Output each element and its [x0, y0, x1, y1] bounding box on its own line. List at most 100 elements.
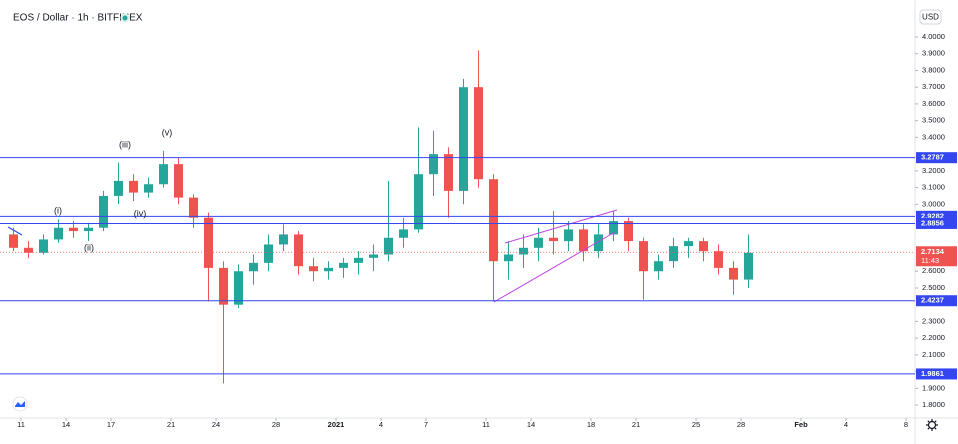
y-tick-label: 3.1000 — [922, 183, 945, 192]
level-label-box — [916, 152, 957, 164]
last-price-box — [916, 246, 957, 267]
x-tick-label: 24 — [212, 420, 220, 429]
candle-body — [729, 267, 738, 280]
candle-body — [84, 227, 93, 232]
y-tick-label: 3.0000 — [922, 199, 945, 208]
candle-body — [369, 254, 378, 258]
x-tick-label: 18 — [587, 420, 595, 429]
currency-box[interactable] — [919, 9, 942, 25]
candle-body — [324, 267, 333, 272]
x-tick-label: Feb — [794, 420, 808, 429]
candle-body — [99, 195, 108, 228]
x-tick-label: 17 — [107, 420, 115, 429]
status-dot — [122, 15, 128, 21]
candle-body — [219, 267, 228, 305]
candle-body — [714, 251, 723, 268]
candle-body — [309, 266, 318, 272]
y-tick-label: 1.8000 — [922, 400, 945, 409]
candle-body — [474, 87, 483, 180]
candle-body — [519, 247, 528, 255]
candle-body — [414, 174, 423, 230]
candle-body — [69, 227, 78, 232]
candle-body — [114, 180, 123, 196]
countdown-label: 11:43 — [921, 256, 939, 265]
candle-body — [594, 234, 603, 252]
candle-body — [234, 271, 243, 305]
x-tick-label: 4 — [379, 420, 383, 429]
candle-body — [9, 234, 18, 248]
logo — [12, 396, 28, 412]
candle-body — [174, 164, 183, 198]
candle-body — [639, 241, 648, 272]
candle-body — [684, 241, 693, 247]
x-tick-label: 7 — [424, 420, 428, 429]
y-tick-label: 2.2000 — [922, 333, 945, 342]
y-tick-label: 2.6000 — [922, 266, 945, 275]
candle-body — [54, 227, 63, 240]
chart-title: EOS / Dollar · 1h · BITFINEX — [13, 13, 143, 24]
wave-label: (iii) — [119, 139, 131, 149]
wave-label: (i) — [54, 205, 62, 215]
x-tick-label: 28 — [272, 420, 280, 429]
candle-body — [669, 246, 678, 262]
x-tick-label: 28 — [737, 420, 745, 429]
wedge-line — [493, 231, 616, 303]
trend-line — [7, 226, 23, 236]
level-label: 1.9861 — [921, 369, 944, 378]
level-label: 3.2787 — [921, 153, 944, 162]
candle-body — [744, 252, 753, 280]
x-tick-label: 8 — [904, 420, 908, 429]
y-tick-label: 4.0000 — [922, 32, 945, 41]
currency-label[interactable]: USD — [922, 13, 939, 22]
last-price-label: 2.7134 — [921, 247, 945, 256]
y-tick-label: 3.7000 — [922, 82, 945, 91]
wave-label: (v) — [162, 127, 173, 137]
candle-body — [354, 257, 363, 263]
y-tick-label: 1.9000 — [922, 383, 945, 392]
candle-body — [654, 261, 663, 272]
x-tick-label: 21 — [167, 420, 175, 429]
candle-body — [534, 237, 543, 248]
candle-body — [489, 179, 498, 262]
candle-body — [339, 262, 348, 268]
candle-body — [384, 237, 393, 255]
x-tick-label: 25 — [692, 420, 700, 429]
x-tick-label: 21 — [632, 420, 640, 429]
candle-body — [429, 154, 438, 175]
x-tick-label: 14 — [62, 420, 70, 429]
y-tick-label: 3.5000 — [922, 116, 945, 125]
wave-label: (iv) — [134, 208, 147, 218]
candle-body — [609, 221, 618, 235]
candle-body — [624, 221, 633, 242]
candle-body — [549, 237, 558, 242]
candle-body — [279, 234, 288, 245]
y-tick-label: 3.2000 — [922, 166, 945, 175]
candle-body — [159, 164, 168, 185]
candle-body — [24, 247, 33, 253]
level-label: 2.4237 — [921, 296, 944, 305]
candle-body — [144, 184, 153, 193]
y-tick-label: 2.5000 — [922, 283, 945, 292]
candle-body — [129, 180, 138, 193]
candle-body — [699, 241, 708, 252]
settings-icon[interactable] — [926, 419, 938, 431]
level-label-box — [916, 295, 957, 307]
candle-body — [264, 244, 273, 263]
candle-body — [39, 239, 48, 253]
candle-body — [189, 197, 198, 218]
level-label-box — [916, 210, 957, 222]
y-tick-label: 2.3000 — [922, 316, 945, 325]
candle-body — [459, 87, 468, 191]
wave-label: (ii) — [84, 242, 94, 252]
level-label-box — [916, 368, 957, 380]
x-tick-label: 2021 — [328, 420, 345, 429]
candle-body — [444, 154, 453, 191]
candle-body — [504, 254, 513, 262]
candle-body — [399, 229, 408, 238]
y-tick-label: 2.1000 — [922, 350, 945, 359]
candle-body — [249, 262, 258, 272]
y-tick-label: 3.8000 — [922, 65, 945, 74]
plot-area — [9, 50, 753, 384]
candle-body — [204, 217, 213, 268]
